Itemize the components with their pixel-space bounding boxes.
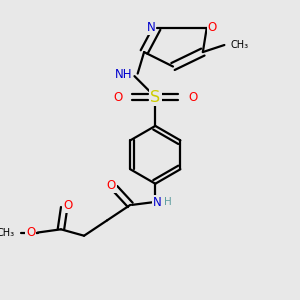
Text: O: O: [188, 91, 197, 103]
Text: O: O: [106, 179, 116, 192]
Text: N: N: [147, 22, 155, 34]
Text: O: O: [113, 91, 123, 103]
Text: O: O: [26, 226, 35, 239]
Text: CH₃: CH₃: [0, 227, 15, 238]
Text: CH₃: CH₃: [230, 40, 248, 50]
Text: N: N: [153, 196, 161, 209]
Text: H: H: [164, 197, 171, 207]
Text: O: O: [208, 22, 217, 34]
Text: O: O: [63, 200, 73, 212]
Text: S: S: [150, 89, 161, 104]
Text: NH: NH: [114, 68, 132, 81]
